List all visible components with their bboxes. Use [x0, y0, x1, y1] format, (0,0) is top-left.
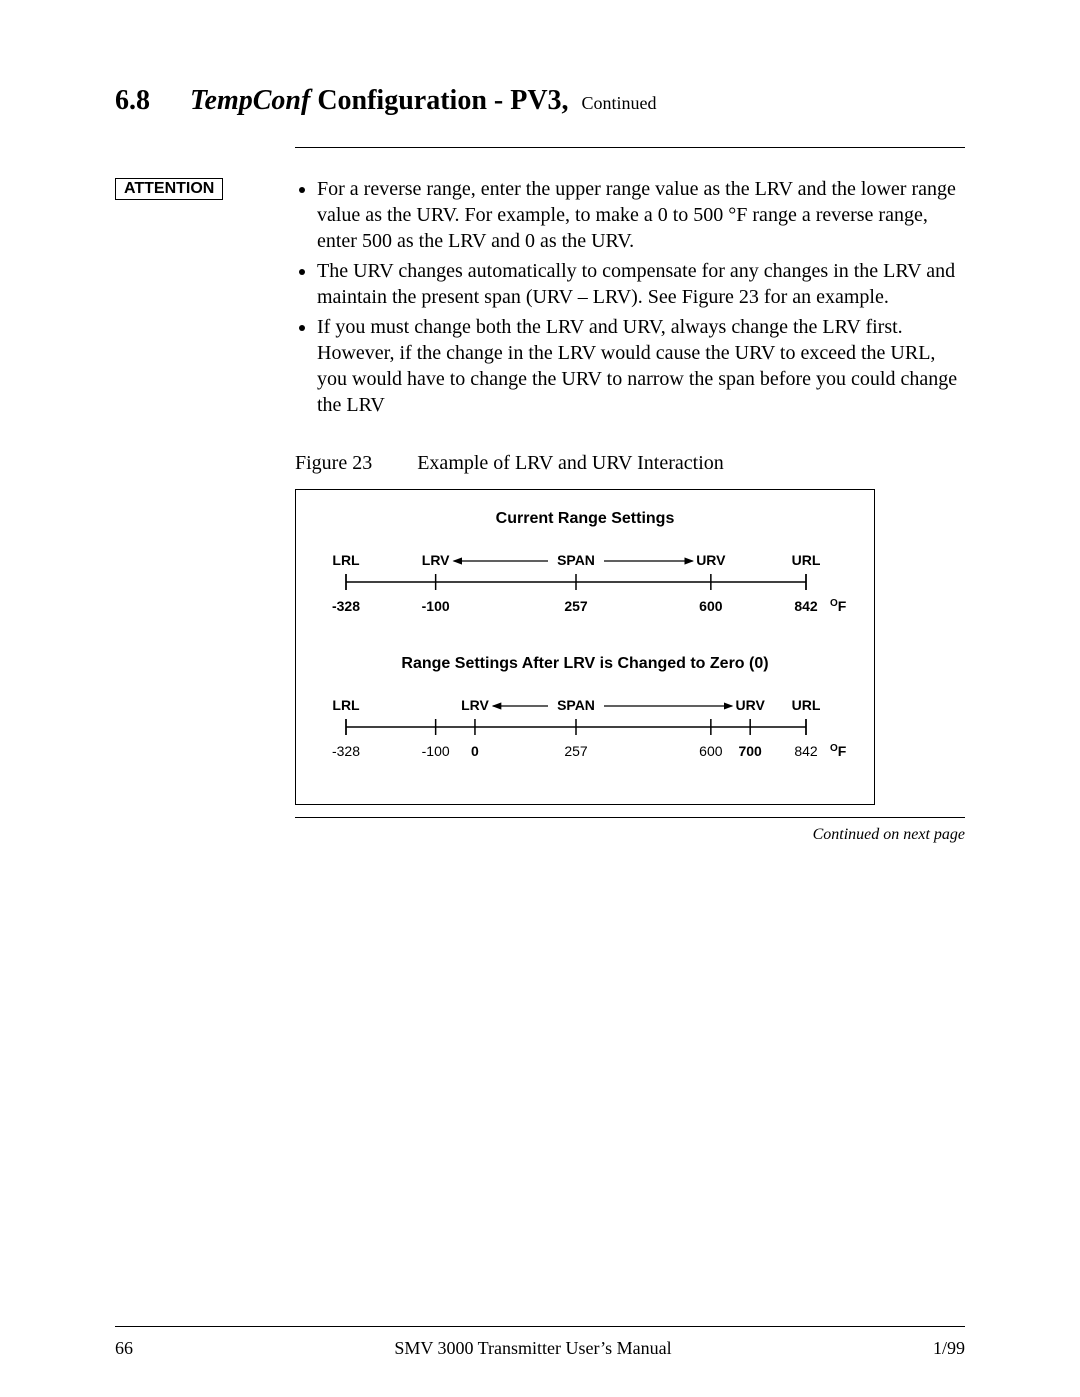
- bullet-item: If you must change both the LRV and URV,…: [317, 314, 965, 418]
- section-title-italic: TempConf: [190, 85, 310, 116]
- svg-text:OF: OF: [830, 743, 847, 759]
- bullet-item: For a reverse range, enter the upper ran…: [317, 176, 965, 254]
- figure-box: Current Range Settings LRL -328 LRV -100 SPA…: [295, 489, 875, 805]
- svg-text:600: 600: [699, 743, 723, 759]
- svg-text:LRV: LRV: [422, 552, 450, 568]
- figure-end-rule: [295, 817, 965, 818]
- svg-text:OF: OF: [830, 598, 847, 614]
- continued-next-page: Continued on next page: [115, 826, 965, 844]
- figure-caption-text: Example of LRV and URV Interaction: [417, 452, 724, 474]
- footer-center: SMV 3000 Transmitter User’s Manual: [394, 1338, 671, 1359]
- svg-text:257: 257: [564, 598, 588, 614]
- figure-label: Figure 23: [295, 452, 372, 474]
- svg-text:-100: -100: [422, 598, 450, 614]
- svg-text:842: 842: [794, 598, 818, 614]
- attention-label: ATTENTION: [115, 178, 223, 200]
- footer-right: 1/99: [933, 1338, 965, 1359]
- svg-text:LRV: LRV: [461, 697, 489, 713]
- page-footer: 66 SMV 3000 Transmitter User’s Manual 1/…: [115, 1338, 965, 1359]
- footer-page-number: 66: [115, 1338, 133, 1359]
- svg-text:0: 0: [471, 743, 479, 759]
- footer-rule: [115, 1326, 965, 1327]
- section-continued: Continued: [582, 93, 657, 113]
- chart1-svg: LRL -328 LRV -100 SPAN 257 URV 600 URL 842 OF: [306, 542, 866, 637]
- section-title: TempConf Configuration - PV3, Continued: [190, 85, 657, 117]
- chart2-title: Range Settings After LRV is Changed to Z…: [306, 655, 864, 673]
- svg-text:URL: URL: [792, 552, 821, 568]
- svg-text:LRL: LRL: [332, 552, 360, 568]
- svg-text:LRL: LRL: [332, 697, 360, 713]
- svg-text:-100: -100: [422, 743, 450, 759]
- section-number: 6.8: [115, 85, 150, 117]
- svg-text:-328: -328: [332, 743, 360, 759]
- svg-text:SPAN: SPAN: [557, 697, 595, 713]
- figure-caption: Figure 23 Example of LRV and URV Interac…: [295, 452, 965, 475]
- svg-text:700: 700: [738, 743, 762, 759]
- bullet-item: The URV changes automatically to compens…: [317, 258, 965, 310]
- chart2-svg: LRL -328 -100 LRV 0 SPAN 257 600 URV 700 URL 842 OF: [306, 687, 866, 782]
- svg-text:SPAN: SPAN: [557, 552, 595, 568]
- svg-text:257: 257: [564, 743, 588, 759]
- section-rule: [295, 147, 965, 148]
- chart1-title: Current Range Settings: [306, 510, 864, 528]
- svg-text:URL: URL: [792, 697, 821, 713]
- attention-bullets: For a reverse range, enter the upper ran…: [295, 176, 965, 418]
- svg-text:-328: -328: [332, 598, 360, 614]
- svg-text:URV: URV: [736, 697, 766, 713]
- section-title-rest: Configuration - PV3,: [310, 85, 568, 116]
- svg-text:600: 600: [699, 598, 723, 614]
- svg-text:URV: URV: [696, 552, 726, 568]
- section-heading: 6.8 TempConf Configuration - PV3, Contin…: [115, 85, 965, 117]
- svg-text:842: 842: [794, 743, 818, 759]
